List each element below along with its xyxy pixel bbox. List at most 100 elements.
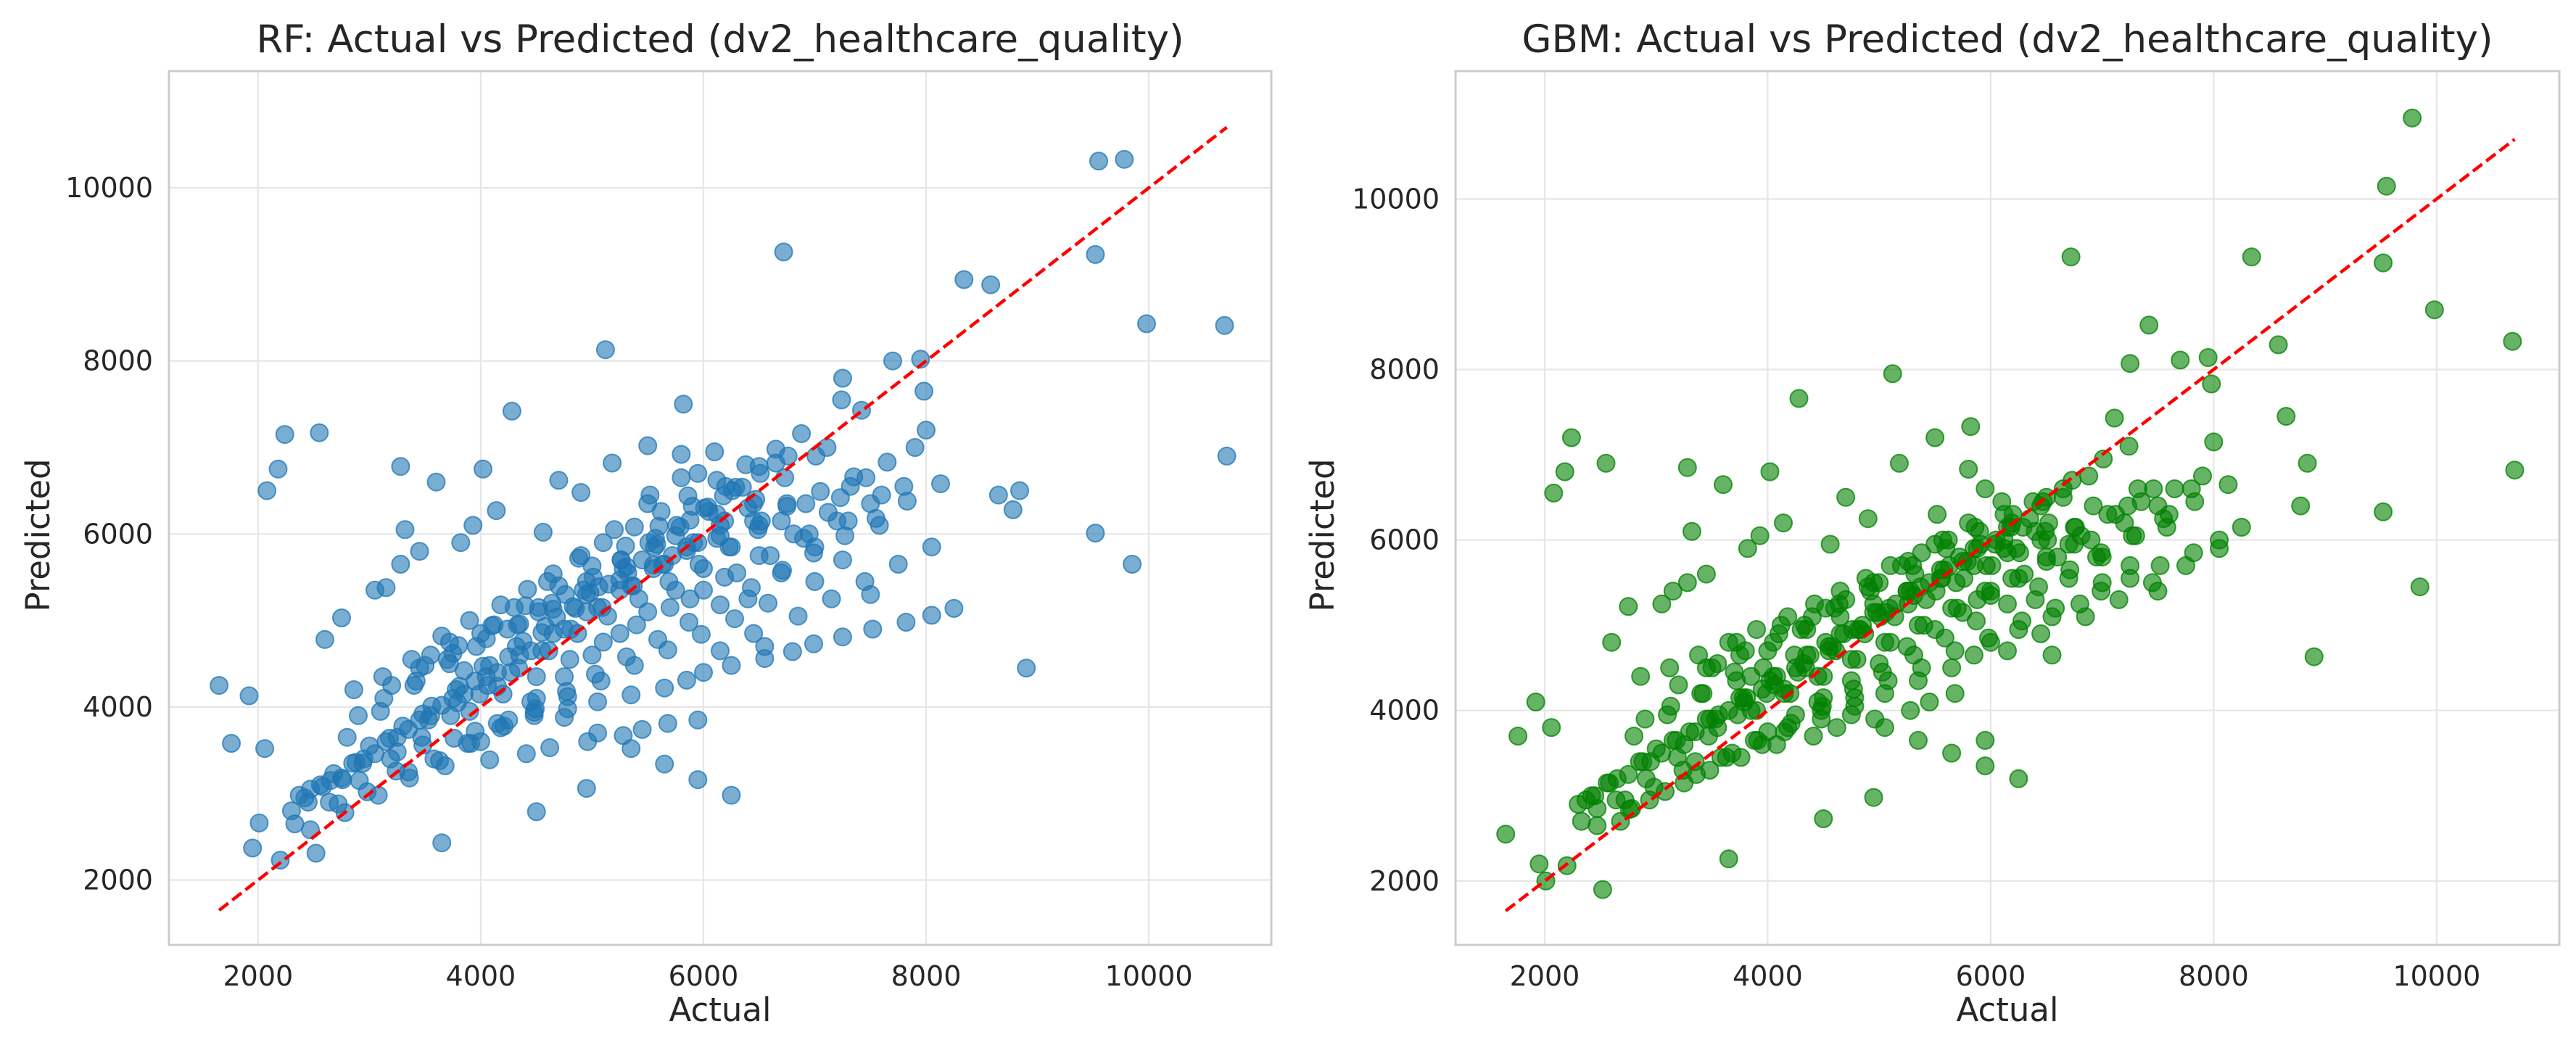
rf-chart-title: RF: Actual vs Predicted (dv2_healthcare_… [256,17,1184,62]
gbm-data-point [1677,458,1697,477]
gbm-data-point [1741,666,1761,686]
rf-data-point [715,511,735,531]
rf-data-point [526,699,545,719]
rf-data-point [502,401,521,421]
rf-data-point [1115,149,1134,169]
gbm-data-point [2304,647,2324,666]
gbm-data-point [1855,624,1875,643]
rf-data-point [777,497,797,516]
rf-data-point [716,476,735,496]
rf-data-point [610,624,629,643]
gbm-data-point [2269,335,2288,355]
gbm-data-point [2374,502,2393,521]
rf-data-point [349,706,368,725]
gbm-data-point [1827,718,1846,738]
gbm-data-point [1947,598,1967,618]
gbm-data-point [2424,300,2444,320]
rf-data-point [315,629,334,649]
gbm-data-point [1719,849,1738,869]
gbm-data-point [1774,513,1793,533]
rf-data-point [897,492,917,511]
rf-data-point [460,611,479,630]
gbm-data-point [2503,331,2522,351]
gbm-data-point [2106,505,2126,524]
rf-data-point [1089,152,1108,171]
gbm-data-point [1945,684,1965,703]
gbm-scatter-panel: GBM: Actual vs Predicted (dv2_healthcare… [1303,17,2561,1029]
gbm-tick-labels: 2000 4000 6000 8000 10000 2000 4000 6000 8000 100… [1352,183,2480,992]
rf-data-point [711,641,730,661]
gbm-data-point [1976,479,1995,498]
gbm-data-point [1652,594,1672,614]
rf-data-point [883,351,902,371]
gbm-data-point [1968,590,1987,609]
rf-data-point [822,589,841,608]
gbm-data-point [2121,354,2140,373]
gbm-data-point [1542,718,1561,738]
rf-data-point [699,502,719,521]
gbm-data-point [1544,483,1564,503]
rf-data-point [412,727,432,747]
gbm-data-point [1696,658,1716,677]
gbm-data-point [2210,539,2229,558]
rf-data-point [688,710,708,730]
gbm-data-point [1738,539,1757,558]
gbm-data-point [1748,730,1767,750]
rf-data-point [1086,244,1105,264]
gbm-data-point [1687,764,1706,784]
rf-data-point [694,580,713,600]
gbm-x-tick-label: 10000 [2393,960,2480,992]
rf-data-point [783,642,802,661]
gbm-data-point [1814,809,1833,828]
rf-data-point [694,663,713,682]
gbm-data-point [1636,769,1656,788]
rf-data-point [257,481,277,500]
rf-data-point [595,340,615,360]
gbm-data-point [1572,812,1591,831]
rf-data-point [655,754,674,774]
gbm-data-point [1735,693,1754,711]
rf-data-point [833,627,852,647]
gbm-data-point [1602,632,1622,652]
rf-data-point [268,459,288,479]
gbm-data-point [1928,505,1947,524]
rf-data-point [688,770,708,790]
gbm-data-point [1981,582,2000,601]
gbm-data-point [1593,880,1612,899]
rf-data-point [306,843,326,863]
rf-data-point [742,578,761,598]
rf-data-point [788,606,808,626]
rf-data-point [1215,315,1234,335]
gbm-data-point [1764,675,1784,695]
rf-data-point [586,664,605,684]
rf-y-tick-label: 2000 [83,864,153,896]
rf-data-point [1123,555,1142,574]
rf-data-point [518,579,537,599]
gbm-data-point [1771,616,1791,635]
rf-data-point [391,457,410,476]
rf-data-point [691,624,711,644]
gbm-data-point [2060,560,2080,579]
gbm-data-point [2185,492,2205,511]
rf-data-point [603,453,622,473]
gbm-data-point [1942,743,1962,763]
rf-data-point [577,602,596,622]
gbm-data-point [1598,773,1617,793]
rf-data-point [719,537,739,557]
gbm-data-point [1795,616,1815,635]
gbm-data-point [1796,658,1815,677]
rf-data-point [391,555,410,574]
rf-data-point [624,517,644,537]
gbm-data-point [1964,645,1983,665]
gbm-data-point [1663,582,1683,601]
gbm-data-point [2092,573,2112,592]
rf-data-point [350,771,369,790]
rf-data-point [557,682,577,701]
gbm-chart-title: GBM: Actual vs Predicted (dv2_healthcare… [1522,17,2493,62]
rf-data-point [672,445,691,464]
gbm-data-point [1881,632,1900,652]
gbm-data-point [1836,487,1856,507]
gbm-data-point [1635,709,1655,729]
rf-data-point [382,676,402,695]
